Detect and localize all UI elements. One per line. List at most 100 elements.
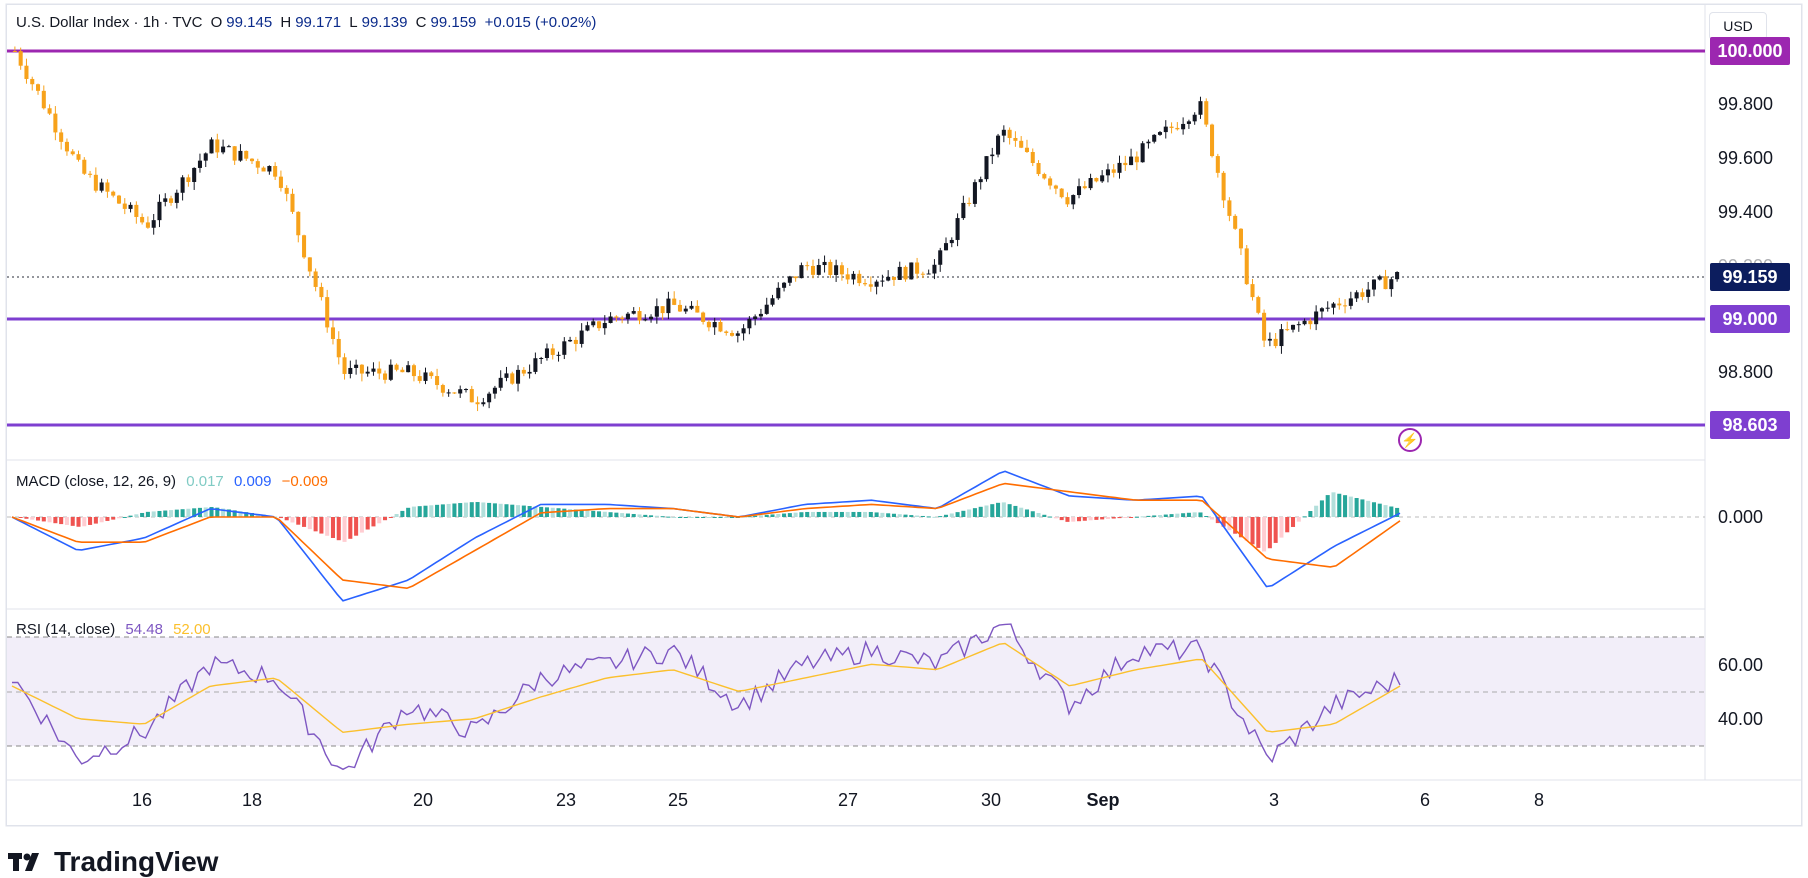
candle-body (863, 283, 868, 285)
candle-body (232, 146, 237, 161)
candle-body (643, 319, 648, 321)
macd-histogram-bar (59, 517, 64, 525)
candle-body (880, 280, 885, 282)
macd-histogram-bar (82, 517, 87, 527)
candle-body (1001, 129, 1006, 136)
level-tag-99[interactable]: 99.000 (1710, 305, 1790, 333)
candle-body (1383, 276, 1388, 290)
candle-body (88, 173, 93, 175)
macd-histogram-bar (435, 504, 440, 517)
macd-histogram-bar (319, 517, 324, 534)
candle-body (1348, 298, 1353, 306)
candle-body (672, 298, 677, 305)
macd-histogram-bar (730, 517, 735, 518)
candle-body (458, 389, 463, 394)
candle-body (1134, 156, 1139, 163)
macd-histogram-bar (556, 508, 561, 517)
candle-body (1169, 126, 1174, 128)
candle-body (920, 273, 925, 275)
candle-body (76, 154, 81, 160)
candle-body (440, 385, 445, 393)
candle-body (36, 84, 41, 91)
macd-histogram-bar (1042, 514, 1047, 517)
candle-body (1221, 172, 1226, 201)
candle-body (596, 321, 602, 329)
macd-histogram-bar (1256, 517, 1261, 548)
candle-body (573, 339, 578, 344)
candle-body (1019, 140, 1024, 148)
macd-histogram-bar (1314, 505, 1319, 517)
macd-histogram-bar (475, 502, 480, 517)
level-tag-98603[interactable]: 98.603 (1710, 411, 1790, 439)
candle-body (1227, 200, 1232, 216)
candle-body (400, 369, 405, 373)
macd-histogram-bar (1383, 505, 1388, 517)
candle-body (475, 402, 480, 405)
macd-histogram-bar (458, 503, 463, 517)
macd-histogram-bar (909, 515, 914, 517)
lightning-icon[interactable]: ⚡ (1398, 428, 1422, 452)
candle-body (539, 357, 544, 359)
macd-histogram-bar (955, 512, 960, 517)
candle-body (290, 193, 295, 212)
candle-body (978, 179, 983, 183)
macd-histogram-bar (614, 512, 619, 517)
candle-body (12, 51, 17, 52)
macd-histogram-bar (874, 512, 879, 517)
macd-histogram-bar (1129, 517, 1134, 518)
candle-body (145, 222, 150, 228)
macd-histogram-bar (868, 511, 873, 517)
symbol-title[interactable]: U.S. Dollar Index · 1h · TVC (16, 14, 203, 31)
candle-body (53, 113, 58, 133)
candle-body (1389, 279, 1394, 290)
candle-body (1238, 228, 1243, 249)
candle-body (857, 273, 862, 284)
candle-body (1024, 147, 1029, 153)
macd-histogram-bar (1077, 517, 1082, 522)
candle-body (238, 150, 243, 161)
macd-histogram-bar (383, 517, 388, 521)
macd-histogram-bar (990, 504, 995, 517)
macd-histogram-bar (128, 515, 133, 517)
tradingview-logo[interactable]: TradingView (8, 846, 218, 878)
candle-body (1129, 156, 1134, 166)
price-candles[interactable] (12, 46, 1400, 412)
macd-histogram-bar (1163, 514, 1168, 517)
macd-histogram-bar (764, 514, 769, 517)
candle-body (273, 166, 278, 177)
candle-body (1233, 215, 1238, 229)
macd-histogram-bar (1319, 500, 1324, 517)
candle-body (787, 276, 792, 283)
rsi-ma-line (11, 642, 1401, 734)
candle-body (99, 182, 104, 191)
macd-histogram-bar (1285, 517, 1290, 533)
candle-body (1163, 126, 1168, 133)
macd-histogram-bar (706, 517, 711, 518)
macd-histogram-bar (891, 513, 896, 517)
time-axis-label: Sep (1086, 790, 1120, 810)
candle-body (226, 146, 231, 148)
currency-selector[interactable]: USD (1709, 12, 1767, 40)
macd-legend[interactable]: MACD (close, 12, 26, 9) 0.017 0.009 −0.0… (16, 473, 334, 490)
rsi-axis-label: 60.00 (1718, 655, 1764, 675)
macd-histogram-bar (238, 511, 243, 517)
rsi-axis-label: 40.00 (1718, 709, 1764, 729)
candle-body (799, 265, 804, 279)
candle-body (1244, 248, 1249, 285)
macd-histogram-bar (770, 514, 775, 517)
rsi-pane[interactable] (11, 623, 1401, 771)
macd-histogram-bar (302, 517, 307, 527)
candle-body (1013, 137, 1018, 141)
candle-body (544, 348, 549, 358)
macd-histogram-bar (336, 517, 341, 541)
macd-histogram-bar (24, 517, 29, 519)
rsi-legend[interactable]: RSI (14, close) 54.48 52.00 (16, 621, 217, 638)
level-tag-100[interactable]: 100.000 (1710, 37, 1790, 65)
candle-body (828, 261, 833, 275)
candle-body (1198, 101, 1203, 115)
macd-histogram-bar (1181, 513, 1186, 517)
macd-histogram-bar (857, 511, 862, 517)
candle-body (116, 195, 122, 204)
macd-pane[interactable] (11, 470, 1401, 602)
